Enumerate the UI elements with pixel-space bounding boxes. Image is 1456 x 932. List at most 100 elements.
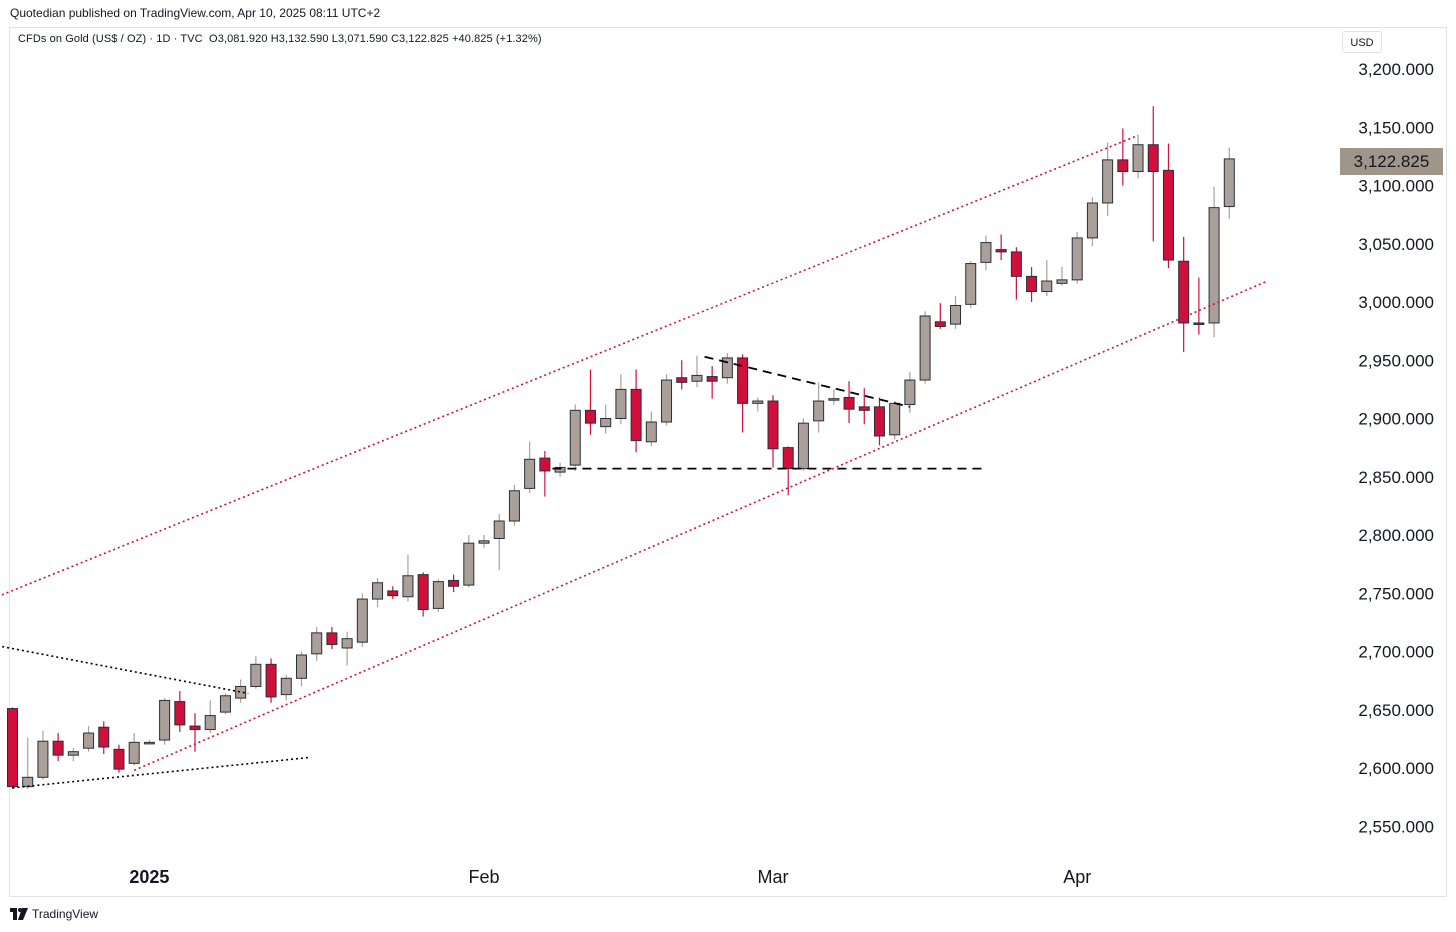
candle: [1010, 247, 1022, 300]
candle: [615, 374, 627, 425]
candle-body: [615, 388, 627, 419]
candle-body: [569, 409, 581, 466]
candle-body: [1208, 207, 1220, 324]
candle: [341, 631, 353, 666]
candle-body: [508, 490, 520, 522]
candle: [1147, 106, 1159, 242]
candle-body: [630, 388, 642, 442]
candle: [387, 586, 399, 600]
candle: [37, 730, 49, 780]
candle-body: [904, 379, 916, 406]
candle: [174, 691, 186, 732]
candle-body: [995, 249, 1007, 253]
candle-body: [600, 418, 612, 428]
candle-body: [858, 406, 870, 411]
candle-body: [813, 400, 825, 422]
candle: [356, 593, 368, 647]
candle: [965, 261, 977, 308]
candle-body: [250, 663, 262, 687]
candle: [797, 418, 809, 471]
candle: [645, 411, 657, 447]
candle-body: [83, 732, 95, 749]
candle-body: [448, 579, 460, 587]
candle: [919, 311, 931, 384]
candle: [508, 484, 520, 526]
candle-body: [493, 520, 505, 539]
candle-body: [143, 741, 155, 745]
candle-body: [1178, 260, 1190, 324]
x-axis-labels: 2025 Feb Mar Apr: [129, 867, 1091, 887]
candle: [752, 397, 764, 412]
tradingview-wordmark: TradingView: [32, 907, 99, 921]
y-tick-label: 2,900.000: [1358, 410, 1434, 429]
candle-body: [402, 575, 414, 598]
x-tick-label: Mar: [758, 867, 789, 887]
symbol-title[interactable]: CFDs on Gold (US$ / OZ) · 1D · TVC: [18, 33, 203, 45]
candle-body: [1223, 158, 1235, 208]
candle-body: [721, 357, 733, 379]
candle: [402, 554, 414, 602]
wedge-upper-line: [0, 645, 249, 695]
candle: [600, 404, 612, 434]
candle: [858, 388, 870, 425]
candle: [980, 235, 992, 271]
y-tick-label: 3,000.000: [1358, 293, 1434, 312]
candle: [706, 366, 718, 399]
candle: [1193, 277, 1205, 335]
candle-body: [539, 457, 551, 472]
candle: [417, 572, 429, 617]
candle: [22, 737, 34, 789]
last-price-label: 3,122.825: [1340, 148, 1443, 175]
candle-body: [1010, 251, 1022, 277]
symbol-legend: CFDs on Gold (US$ / OZ) · 1D · TVC O3,08…: [18, 33, 542, 45]
candle-body: [22, 776, 34, 788]
candle: [326, 627, 338, 650]
candle-body: [676, 377, 688, 383]
candle-body: [113, 748, 125, 770]
candle: [250, 656, 262, 689]
candle: [189, 713, 201, 752]
candle: [584, 369, 596, 435]
y-tick-label: 2,800.000: [1358, 526, 1434, 545]
candle-body: [843, 397, 855, 410]
candle-body: [889, 402, 901, 436]
candle-body: [417, 574, 429, 611]
candle-body: [980, 242, 992, 263]
tradingview-logo-icon: [10, 908, 28, 920]
candle-body: [767, 400, 779, 450]
candle-body: [372, 582, 384, 600]
candle: [7, 707, 18, 789]
currency-button[interactable]: USD: [1342, 31, 1382, 53]
y-axis-labels: 2,550.000 2,600.000 2,650.000 2,700.000 2,75…: [1358, 60, 1434, 836]
candle-body: [1102, 159, 1114, 204]
candle-body: [326, 632, 338, 646]
candle-body: [828, 398, 840, 401]
ohlc-values: O3,081.920 H3,132.590 L3,071.590 C3,122.…: [209, 33, 542, 45]
candle: [995, 234, 1007, 261]
candle: [372, 578, 384, 608]
candle: [1223, 147, 1235, 219]
candle: [204, 700, 216, 734]
candle: [98, 721, 110, 755]
candle-body: [1026, 275, 1038, 293]
candle-body: [311, 632, 323, 655]
y-tick-label: 2,850.000: [1358, 468, 1434, 487]
candle-body: [463, 542, 475, 586]
candle: [463, 535, 475, 588]
candle: [159, 698, 171, 745]
footer-brand[interactable]: TradingView: [10, 907, 98, 921]
y-tick-label: 2,550.000: [1358, 817, 1434, 836]
y-tick-label: 3,150.000: [1358, 118, 1434, 137]
candle-body: [159, 699, 171, 741]
candle-body: [478, 540, 490, 544]
y-tick-label: 2,600.000: [1358, 759, 1434, 778]
candle: [828, 389, 840, 405]
candle-body: [919, 315, 931, 381]
candle: [1208, 186, 1220, 337]
candle-body: [1132, 144, 1144, 173]
candle: [873, 397, 885, 446]
candle-body: [645, 421, 657, 443]
candle-body: [174, 701, 186, 726]
candle: [1071, 232, 1083, 284]
